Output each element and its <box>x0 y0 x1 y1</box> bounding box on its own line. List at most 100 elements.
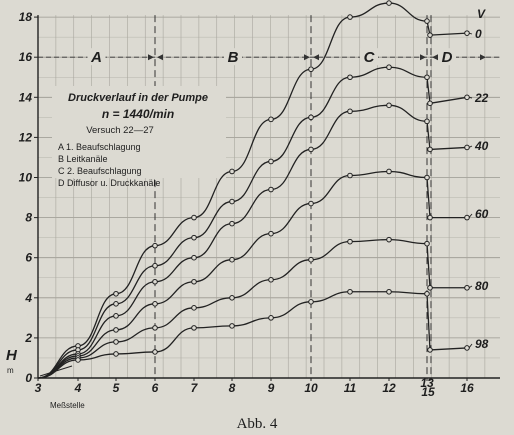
data-point <box>347 238 353 245</box>
series-header: V <box>477 7 486 21</box>
y-tick-label: 16 <box>19 50 33 64</box>
data-point <box>191 305 197 311</box>
data-point <box>229 198 235 205</box>
y-tick-label: 10 <box>19 171 33 185</box>
legend-item-b: B Leitkanäle <box>58 154 108 164</box>
x-tick-label: 9 <box>268 381 275 395</box>
series-80-label: 80 <box>475 279 489 293</box>
data-point <box>464 284 470 291</box>
chart-subtitle: n = 1440/min <box>102 107 174 121</box>
series-0-leader <box>468 32 473 35</box>
data-point <box>347 288 353 295</box>
region-label-backdrop <box>360 48 378 66</box>
data-point <box>347 108 353 115</box>
y-axis-label: H m <box>6 347 18 375</box>
data-point <box>347 172 353 179</box>
y-tick-label: 14 <box>19 90 33 104</box>
x-tick-label: 6 <box>152 381 159 395</box>
y-tick-label: 8 <box>25 211 32 225</box>
data-point <box>347 14 353 20</box>
data-point <box>113 339 119 345</box>
y-tick-label: 4 <box>24 291 32 305</box>
data-point <box>424 18 430 24</box>
data-point <box>386 168 392 175</box>
series-60-leader <box>468 213 473 218</box>
x-tick-label: 4 <box>74 381 82 395</box>
data-point <box>464 345 470 351</box>
series-40-diffusor <box>426 121 431 150</box>
data-point <box>152 278 158 285</box>
region-arrowhead <box>420 54 426 61</box>
series-0-tail <box>429 32 468 36</box>
series-98: 98 <box>37 288 489 379</box>
data-point <box>464 30 470 36</box>
data-point <box>113 351 119 357</box>
x-axis-title: Meßstelle <box>50 401 85 410</box>
region-label-d: D <box>442 49 453 66</box>
data-point <box>386 236 392 243</box>
x-tick-label: 11 <box>344 381 357 395</box>
y-axis-unit: m <box>7 366 14 375</box>
x-tick-label: 13 <box>420 376 434 390</box>
data-point <box>386 64 392 71</box>
data-point <box>152 262 158 269</box>
data-point <box>191 254 197 261</box>
series-98-diffusor <box>426 293 431 350</box>
data-point <box>427 214 433 221</box>
region-arrowhead <box>313 54 319 61</box>
data-point <box>427 284 433 291</box>
data-point <box>308 66 314 73</box>
series-22-label: 22 <box>474 91 489 105</box>
data-point <box>308 114 314 121</box>
title-backdrop <box>52 86 226 178</box>
region-label-c: C <box>364 49 376 66</box>
data-point <box>268 116 274 123</box>
data-point <box>229 323 235 329</box>
legend-item-d: D Diffusor u. Druckkanäle <box>58 178 160 188</box>
data-point <box>308 299 314 305</box>
x-tick-label: 3 <box>35 381 42 395</box>
data-point <box>424 118 430 125</box>
series-40-tail <box>429 146 468 151</box>
region-label-backdrop <box>438 48 456 66</box>
series-40-leader <box>468 145 473 148</box>
data-point <box>464 214 470 221</box>
region-arrowhead <box>432 54 438 61</box>
data-point <box>229 220 235 227</box>
data-point <box>113 301 119 307</box>
series-0: 0 <box>37 0 482 379</box>
data-point <box>191 214 197 221</box>
x-tick-label: 12 <box>382 381 396 395</box>
series-22-diffusor <box>426 77 431 104</box>
data-point <box>268 230 274 237</box>
y-tick-label: 2 <box>24 331 32 345</box>
legend-item-c: C 2. Beaufschlagung <box>58 166 142 176</box>
series-80-leader <box>468 285 473 289</box>
series-60: 60 <box>37 168 489 379</box>
data-point <box>427 100 433 107</box>
data-point <box>268 276 274 283</box>
data-point <box>386 288 392 295</box>
data-point <box>427 32 433 38</box>
chart-title: Druckverlauf in der Pumpe <box>68 92 208 104</box>
x-tick-label: 8 <box>229 381 236 395</box>
data-point <box>347 74 353 81</box>
series-80-diffusor <box>426 243 431 288</box>
y-tick-label: 18 <box>19 10 33 24</box>
region-label-a: A <box>90 49 102 66</box>
y-tick-label: 12 <box>19 130 33 144</box>
series-lines: 0 22 40 60 80 98 <box>37 0 489 379</box>
series-40-label: 40 <box>474 139 489 153</box>
data-point <box>268 186 274 193</box>
data-point <box>229 256 235 263</box>
data-point <box>427 146 433 153</box>
data-point <box>268 158 274 165</box>
series-22-tail <box>429 96 468 104</box>
data-point <box>424 290 430 297</box>
data-point <box>424 174 430 181</box>
data-point <box>113 327 119 333</box>
series-60-label: 60 <box>475 207 489 221</box>
x-tick-label: 10 <box>304 381 318 395</box>
